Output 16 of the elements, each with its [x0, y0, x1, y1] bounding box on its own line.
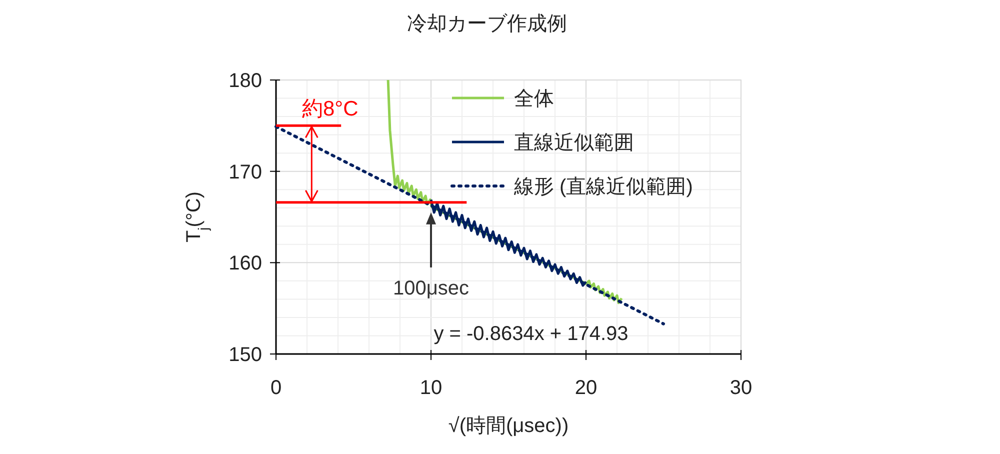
x-tick-label: 10 — [420, 377, 442, 399]
y-tick-label: 150 — [228, 344, 262, 366]
x-tick-label: 0 — [270, 377, 282, 399]
y-tick-label: 160 — [228, 252, 262, 275]
legend-label: 直線近似範囲 — [514, 132, 634, 154]
legend-label: 全体 — [514, 88, 554, 110]
x-tick-label: 30 — [730, 377, 752, 399]
x-tick-label: 20 — [574, 377, 598, 399]
annotation: 約8°C — [302, 98, 358, 121]
x-axis-title: √(時間(μsec)) — [448, 415, 569, 437]
legend-label: 線形 (直線近似範囲) — [513, 176, 693, 198]
y-tick-label: 170 — [228, 161, 262, 184]
annotation: 100μsec — [392, 277, 470, 300]
y-tick-label: 180 — [228, 70, 262, 92]
chart-title: 冷却カーブ作成例 — [407, 13, 567, 35]
annotation: y = -0.8634x + 174.93 — [434, 323, 628, 345]
